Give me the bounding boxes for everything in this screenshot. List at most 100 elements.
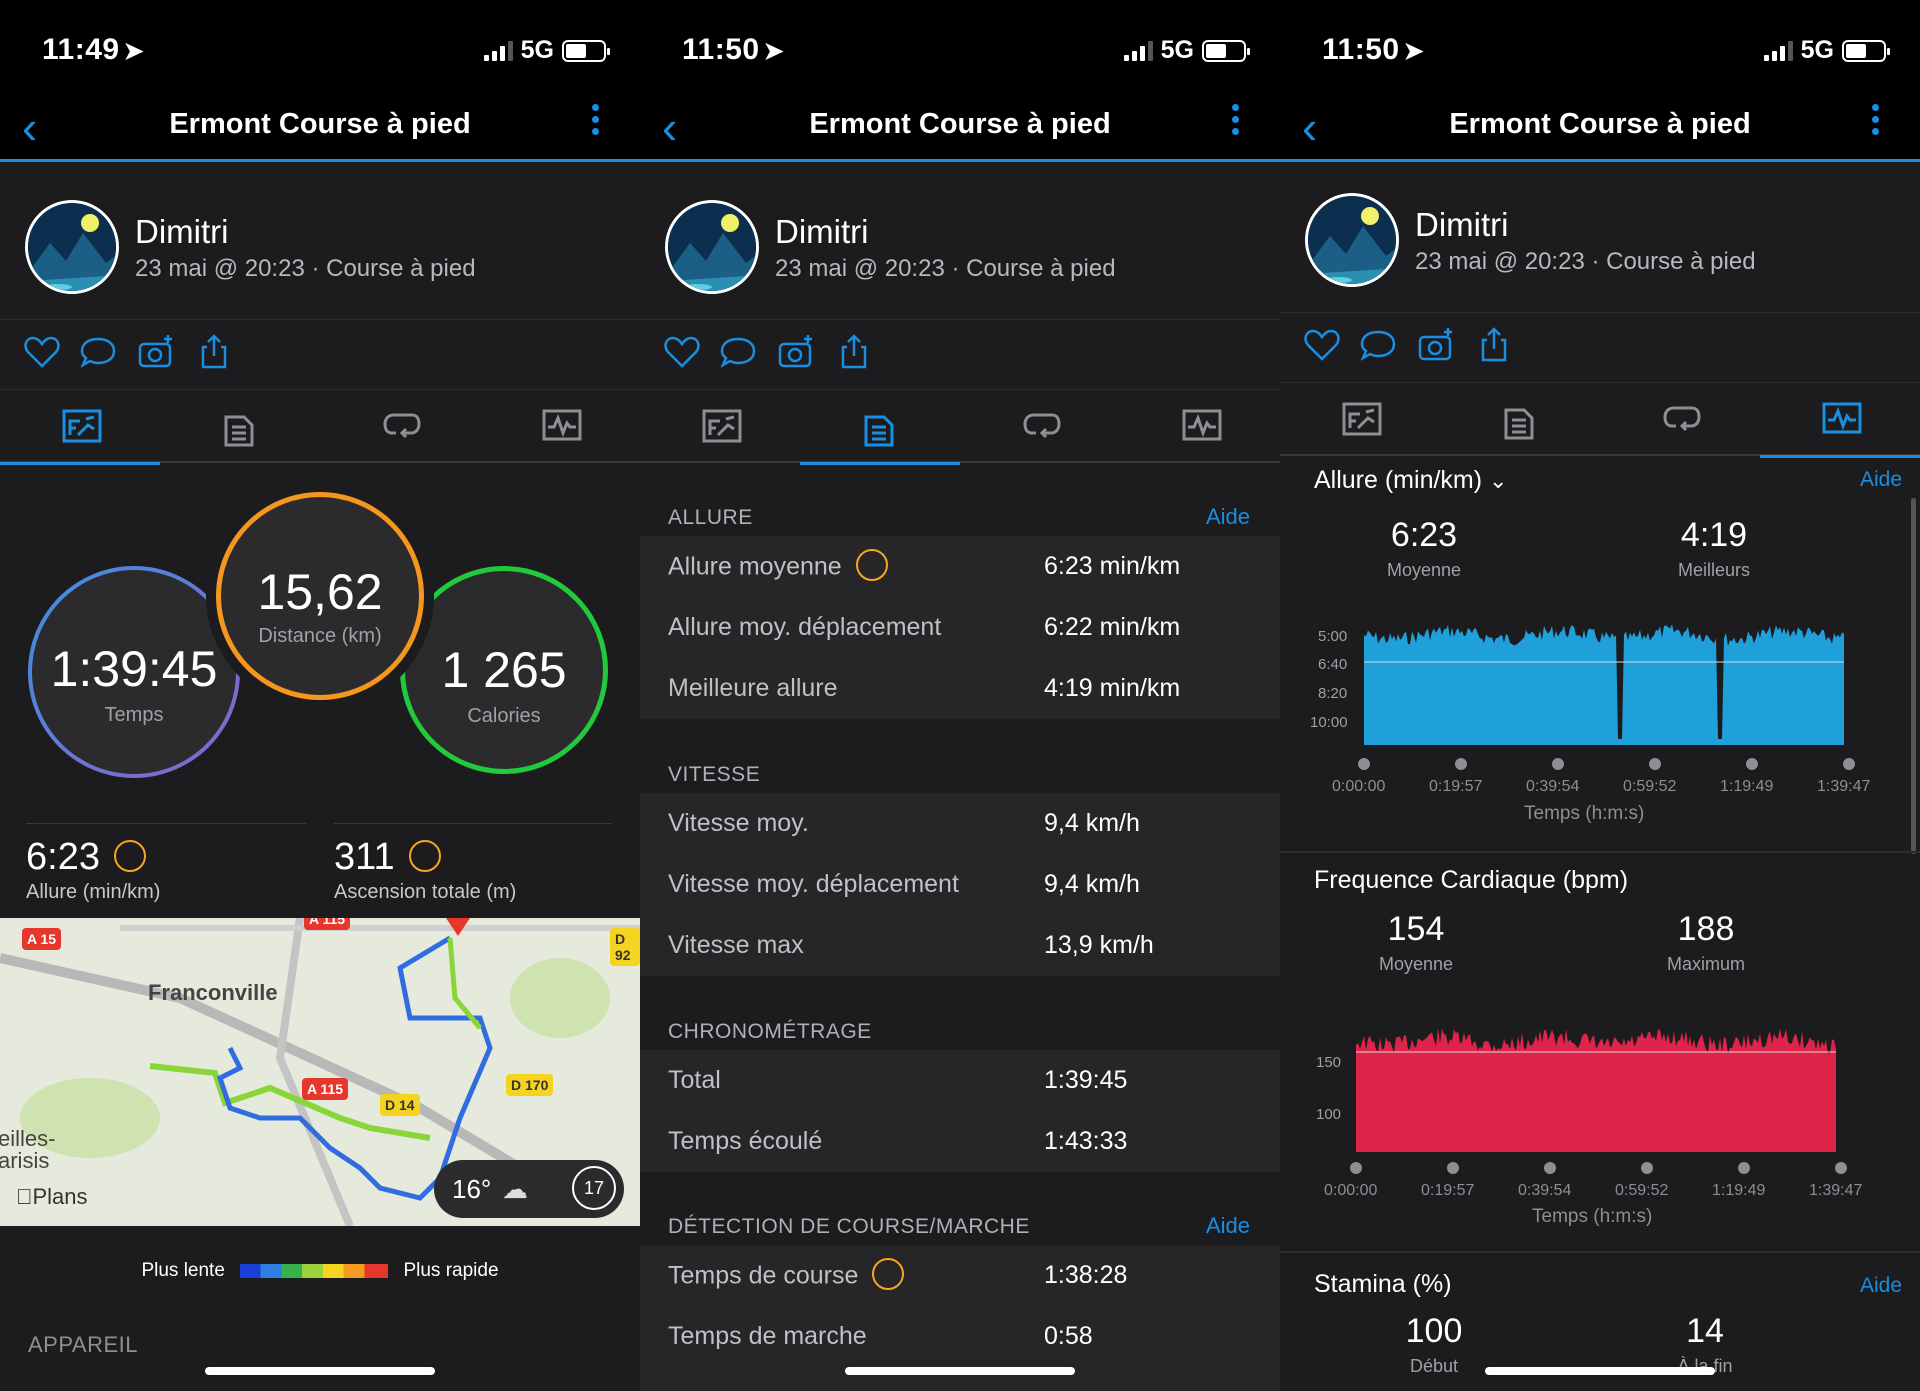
- share-icon[interactable]: [834, 332, 874, 372]
- laps-icon: [1663, 406, 1701, 432]
- help-link[interactable]: Aide: [1205, 1213, 1250, 1238]
- back-icon[interactable]: ‹: [1302, 101, 1318, 153]
- add-photo-icon[interactable]: [136, 332, 176, 372]
- pace-chart-title[interactable]: Allure (min/km) ⌄: [1314, 466, 1508, 494]
- charts-icon: [1182, 409, 1222, 441]
- time-value: 1:39:45: [50, 641, 218, 697]
- pace-rows: Allure moyenne 6:23 min/km Allure moy. dé…: [640, 536, 1280, 719]
- profile-header: Dimitri 23 mai @ 20:23 · Course à pied: [640, 165, 1280, 320]
- comment-icon[interactable]: [718, 332, 758, 372]
- activity-subtitle: 23 mai @ 20:23 · Course à pied: [1415, 248, 1756, 275]
- divider: [334, 823, 612, 824]
- share-icon[interactable]: [194, 332, 234, 372]
- y-tick: 5:00: [1318, 628, 1348, 645]
- tab-charts[interactable]: [1760, 384, 1920, 458]
- profile-name: Dimitri: [775, 213, 869, 250]
- plans-label: Plans: [16, 1184, 88, 1209]
- pace-chart[interactable]: [1364, 620, 1904, 745]
- x-tick: 0:39:54: [1526, 778, 1580, 795]
- x-tick: 0:19:57: [1429, 778, 1483, 795]
- hr-avg-label: Moyenne: [1378, 954, 1454, 974]
- like-icon[interactable]: [1302, 325, 1342, 365]
- like-icon[interactable]: [662, 332, 702, 372]
- like-icon[interactable]: [22, 332, 62, 372]
- x-tick: 1:39:47: [1817, 778, 1871, 795]
- activity-subtitle: 23 mai @ 20:23 · Course à pied: [135, 255, 476, 282]
- weather-badge: 16° ☁ 17: [434, 1160, 624, 1218]
- screen-summary: 11:49 ➤ 5G ‹ Ermont Course à pied Dimitri…: [0, 0, 640, 1391]
- stat-row: Allure moyenne 6:23 min/km: [640, 536, 1280, 597]
- share-icon[interactable]: [1474, 325, 1514, 365]
- tab-stats[interactable]: [800, 391, 960, 465]
- divider: [1280, 851, 1920, 853]
- more-options-icon[interactable]: [592, 104, 600, 140]
- start-marker: [446, 918, 470, 936]
- divider: [26, 823, 306, 824]
- signal-icon: [1763, 40, 1793, 61]
- calories-label: Calories: [467, 705, 541, 727]
- profile-name: Dimitri: [135, 213, 229, 250]
- tab-stats[interactable]: [1440, 384, 1600, 456]
- more-options-icon[interactable]: [1872, 104, 1880, 140]
- overview-icon: [702, 409, 742, 443]
- pace-best-label: Meilleurs: [1677, 560, 1751, 580]
- signal-icon: [1123, 40, 1153, 61]
- status-time: 11:50: [1322, 33, 1400, 66]
- y-tick: 6:40: [1318, 656, 1348, 673]
- battery-icon: [1842, 39, 1890, 62]
- tab-charts[interactable]: [480, 391, 640, 463]
- chevron-down-icon: ⌄: [1489, 468, 1508, 493]
- back-icon[interactable]: ‹: [22, 101, 38, 153]
- legend-gradient: [240, 1263, 389, 1278]
- divider: [1280, 1251, 1920, 1253]
- x-tick-dot: [1843, 758, 1855, 770]
- tab-charts[interactable]: [1120, 391, 1280, 463]
- x-tick: 0:19:57: [1421, 1182, 1475, 1199]
- network-label: 5G: [1160, 36, 1194, 64]
- overview-icon: [62, 409, 102, 443]
- stamina-start-label: Début: [1409, 1356, 1459, 1376]
- add-photo-icon[interactable]: [776, 332, 816, 372]
- tab-laps[interactable]: [960, 391, 1120, 463]
- route-map[interactable]: Franconville eilles-arisis A 15 A 115 D …: [0, 918, 640, 1226]
- location-icon: ➤: [763, 38, 785, 65]
- hr-chart[interactable]: [1356, 1012, 1896, 1152]
- map-legend: Plus lente Plus rapide: [0, 1260, 640, 1282]
- nav-bar: ‹ Ermont Course à pied: [1280, 100, 1920, 162]
- help-link[interactable]: Aide: [1859, 1274, 1902, 1297]
- stamina-title: Stamina (%): [1314, 1270, 1452, 1298]
- x-tick-dot: [1641, 1162, 1653, 1174]
- effort-icon[interactable]: [855, 549, 888, 581]
- effort-icon[interactable]: [872, 1258, 905, 1290]
- location-icon: ➤: [123, 38, 145, 65]
- x-tick: 0:00:00: [1324, 1182, 1378, 1199]
- tab-stats[interactable]: [160, 391, 320, 463]
- pace-stat: 6:23 Allure (min/km): [26, 836, 160, 904]
- comment-icon[interactable]: [1358, 325, 1398, 365]
- scrollbar[interactable]: [1911, 498, 1916, 854]
- tab-overview[interactable]: [1280, 384, 1440, 456]
- stat-row: Allure moy. déplacement 6:22 min/km: [668, 613, 1181, 641]
- tab-laps[interactable]: [320, 391, 480, 463]
- status-bar: 11:49 ➤ 5G: [0, 0, 640, 100]
- hr-max-value: 188: [1677, 910, 1735, 948]
- y-tick: 8:20: [1318, 685, 1348, 702]
- help-link[interactable]: Aide: [1859, 468, 1902, 491]
- avatar[interactable]: [1305, 193, 1399, 287]
- road-badge: A 115: [302, 1078, 349, 1100]
- avatar[interactable]: [25, 200, 119, 294]
- tab-laps[interactable]: [1600, 384, 1760, 456]
- avatar[interactable]: [665, 200, 759, 294]
- help-link[interactable]: Aide: [1205, 504, 1250, 529]
- action-bar: [1280, 313, 1920, 383]
- tab-overview[interactable]: [640, 391, 800, 463]
- x-tick: 0:59:52: [1615, 1182, 1669, 1199]
- comment-icon[interactable]: [78, 332, 118, 372]
- x-tick-dot: [1738, 1162, 1750, 1174]
- area-series: [1364, 624, 1844, 745]
- tab-overview[interactable]: [0, 391, 160, 465]
- more-options-icon[interactable]: [1232, 104, 1240, 140]
- back-icon[interactable]: ‹: [662, 101, 678, 153]
- add-photo-icon[interactable]: [1416, 325, 1456, 365]
- section-header-timing: CHRONOMÉTRAGE: [640, 994, 1280, 1054]
